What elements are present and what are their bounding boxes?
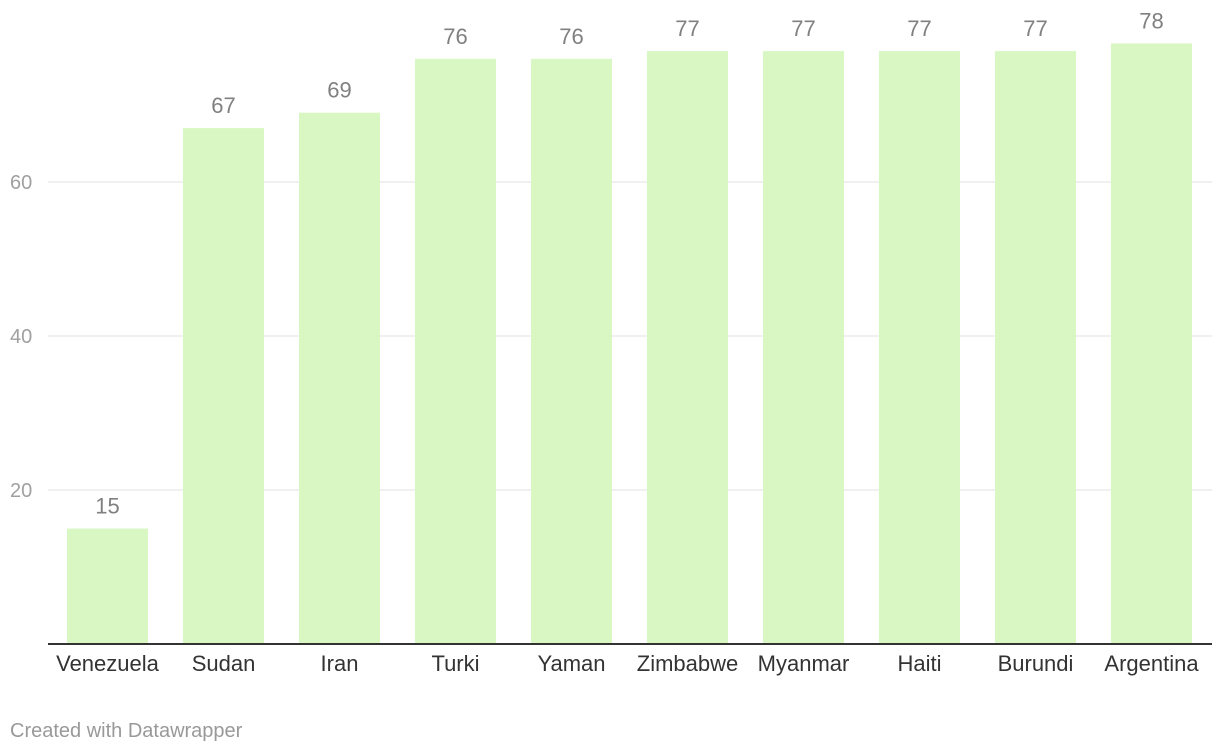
y-tick-label: 40 — [10, 326, 32, 348]
bar-sudan — [183, 128, 264, 645]
bar-venezuela — [67, 528, 148, 644]
data-label-venezuela: 15 — [95, 494, 119, 519]
y-axis-tick-labels: 20 40 60 — [10, 172, 32, 502]
category-labels: Venezuela Sudan Iran Turki Yaman Zimbabwe Myan… — [56, 651, 1199, 676]
data-label-turki: 76 — [443, 24, 467, 49]
data-label-haiti: 77 — [907, 16, 931, 41]
category-label-haiti: Haiti — [897, 651, 941, 676]
credit-text: Created with Datawrapper — [10, 720, 243, 742]
category-label-myanmar: Myanmar — [758, 651, 850, 676]
category-label-venezuela: Venezuela — [56, 651, 160, 676]
bar-zimbabwe — [647, 51, 728, 645]
data-label-sudan: 67 — [211, 93, 235, 118]
category-label-turki: Turki — [431, 651, 479, 676]
category-label-yaman: Yaman — [537, 651, 605, 676]
data-labels: 15 67 69 76 76 77 77 77 77 78 — [95, 8, 1163, 518]
bar-burundi — [995, 51, 1076, 645]
bar-iran — [299, 112, 380, 644]
bar-yaman — [531, 58, 612, 645]
y-tick-label: 20 — [10, 480, 32, 502]
data-label-myanmar: 77 — [791, 16, 815, 41]
data-label-yaman: 76 — [559, 24, 583, 49]
category-label-burundi: Burundi — [998, 651, 1074, 676]
data-label-burundi: 77 — [1023, 16, 1047, 41]
bar-myanmar — [763, 51, 844, 645]
data-label-argentina: 78 — [1139, 8, 1163, 33]
data-label-iran: 69 — [327, 78, 351, 103]
bar-haiti — [879, 51, 960, 645]
bars — [67, 43, 1192, 645]
category-label-iran: Iran — [321, 651, 359, 676]
bar-chart: 20 40 60 15 67 69 76 76 77 77 77 77 78 Venezuela Sud… — [10, 8, 1212, 676]
category-label-argentina: Argentina — [1104, 651, 1199, 676]
data-label-zimbabwe: 77 — [675, 16, 699, 41]
category-label-zimbabwe: Zimbabwe — [637, 651, 738, 676]
bar-turki — [415, 58, 496, 645]
category-label-sudan: Sudan — [192, 651, 256, 676]
y-tick-label: 60 — [10, 172, 32, 194]
bar-argentina — [1111, 43, 1192, 644]
